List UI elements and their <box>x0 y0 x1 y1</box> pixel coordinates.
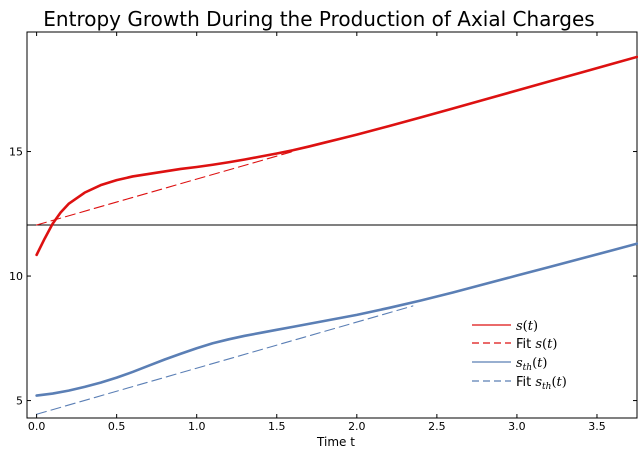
x-axis-ticks: 0.0 0.5 1.0 1.5 2.0 2.5 3.0 3.5 <box>28 32 606 433</box>
x-tick-label: 1.0 <box>188 420 206 433</box>
chart-title: Entropy Growth During the Production of … <box>43 7 594 31</box>
x-tick-label: 3.0 <box>508 420 526 433</box>
x-axis-label: Time t <box>316 435 355 449</box>
series-line-1 <box>36 150 294 226</box>
series-line-0 <box>35 55 638 257</box>
legend-item-fit-sth: Fit sth(t) <box>472 375 567 392</box>
legend-item-fit-s: Fit s(t) <box>472 337 557 352</box>
legend-item-s: s(t) <box>472 319 538 334</box>
legend-item-sth: sth(t) <box>472 356 547 373</box>
series-line-2 <box>35 242 638 397</box>
series-layer <box>35 55 638 415</box>
x-tick-label: 1.5 <box>268 420 286 433</box>
series-line-3 <box>36 305 414 415</box>
x-tick-label: 0.5 <box>108 420 126 433</box>
legend-label-sth: sth(t) <box>516 356 547 373</box>
y-tick-label: 10 <box>9 270 23 283</box>
x-tick-label: 0.0 <box>28 420 46 433</box>
legend: s(t) Fit s(t) sth(t) Fit sth(t) <box>472 319 567 392</box>
legend-label-fit-s: Fit s(t) <box>516 337 557 352</box>
x-tick-label: 3.5 <box>588 420 606 433</box>
legend-label-s: s(t) <box>516 319 538 334</box>
x-tick-label: 2.5 <box>428 420 446 433</box>
legend-label-fit-sth: Fit sth(t) <box>516 375 567 392</box>
x-tick-label: 2.0 <box>348 420 366 433</box>
y-tick-label: 5 <box>16 395 23 408</box>
y-axis-ticks: 5 10 15 <box>9 146 637 408</box>
y-tick-label: 15 <box>9 146 23 159</box>
